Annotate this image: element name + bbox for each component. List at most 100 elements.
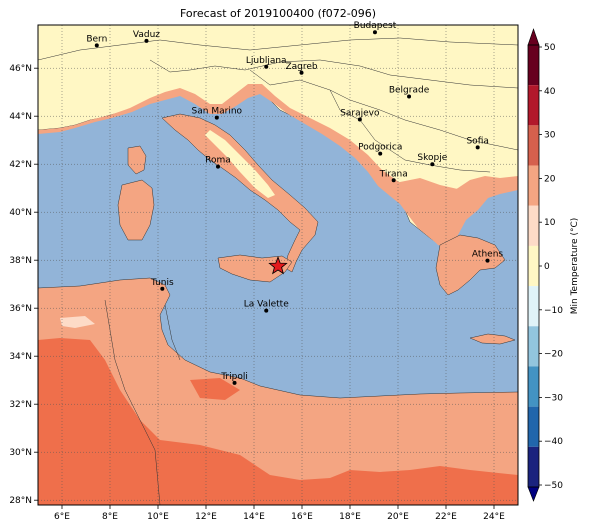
city-label: Vaduz (133, 30, 160, 40)
colorbar-segment (528, 45, 539, 86)
map-frame (37, 24, 519, 506)
city-label: Athens (472, 250, 503, 260)
city-dot (407, 94, 412, 99)
italy-peninsula (161, 113, 319, 273)
greece (435, 234, 506, 296)
colorbar: 50 40 30 20 10 0 −10 −20 −30 −40 −50 (527, 28, 563, 502)
city-dot (214, 115, 219, 120)
city-label: Sarajevo (340, 109, 380, 119)
colorbar-segment (528, 286, 539, 327)
colorbar-min-arrow (527, 486, 540, 502)
colorbar-label: Min Temperature (°C) (570, 218, 580, 315)
y-tick-label: 46°N (9, 64, 32, 74)
colorbar-segment (528, 446, 539, 487)
country-borders-europe (38, 37, 518, 173)
city-dot (372, 30, 377, 35)
city-label: Tirana (379, 169, 408, 179)
x-tick-label: 22°E (435, 512, 457, 522)
city-label: Belgrade (389, 86, 430, 96)
map-grid (38, 25, 518, 505)
city-dot (160, 286, 165, 291)
x-tick-label: 10°E (147, 512, 169, 522)
map-title: Forecast of 2019100400 (f072-096) (179, 7, 377, 20)
city-label: Tripoli (220, 372, 248, 382)
colorbar-max-arrow (527, 28, 540, 46)
colorbar-tick-label: 20 (544, 174, 556, 184)
colorbar-segment (528, 85, 539, 126)
colorbar-segment (528, 366, 539, 407)
sardinia (117, 179, 155, 241)
colorbar-tick-label: −30 (544, 393, 563, 403)
city-dot (232, 380, 237, 385)
balkans-warm (395, 178, 470, 248)
city-dot (430, 162, 435, 167)
africa-hot-area-2 (190, 378, 240, 400)
x-tick-label: 8°E (102, 512, 118, 522)
colorbar-tick-label: −40 (544, 437, 563, 447)
x-tick-label: 24°E (483, 512, 505, 522)
city-label: San Marino (192, 107, 243, 117)
city-dot (378, 151, 383, 156)
city-label: Budapest (354, 21, 397, 31)
colorbar-tick-label: 50 (544, 43, 556, 53)
country-border-africa (104, 299, 181, 505)
colorbar-tick-label: −50 (544, 481, 563, 491)
y-tick-label: 28°N (9, 496, 32, 506)
corsica (127, 145, 147, 175)
y-tick-label: 32°N (9, 400, 32, 410)
colorbar-segment (528, 406, 539, 447)
colorbar-tick-label: −20 (544, 350, 563, 360)
colorbar-segment (528, 205, 539, 246)
crete (469, 333, 516, 345)
colorbar-segment (528, 326, 539, 367)
colorbar-segment (528, 125, 539, 166)
colorbar-tick-label: 0 (544, 262, 550, 272)
colorbar-tick-label: −10 (544, 306, 563, 316)
city-dot (485, 258, 490, 263)
y-tick-label: 40°N (9, 208, 32, 218)
colorbar-tick-label: 40 (544, 87, 556, 97)
y-tick-label: 38°N (9, 256, 32, 266)
x-tick-label: 20°E (387, 512, 409, 522)
colorbar-segment (528, 245, 539, 287)
x-tick-label: 18°E (339, 512, 361, 522)
x-tick-label: 6°E (54, 512, 70, 522)
sicily (217, 254, 293, 283)
city-dot (216, 164, 220, 169)
x-tick-label: 16°E (291, 512, 313, 522)
city-label: La Valette (244, 300, 289, 310)
city-dot (475, 145, 480, 150)
y-tick-label: 36°N (9, 304, 32, 314)
city-label: Skopje (417, 153, 447, 163)
y-tick-label: 44°N (9, 112, 32, 122)
location-marker (268, 256, 288, 275)
colorbar-segment (528, 165, 539, 206)
y-tick-label: 42°N (9, 160, 32, 170)
y-axis-ticks: 28°N 30°N 32°N 34°N 36°N 38°N 40°N 42°N 44°N 46°N (9, 64, 38, 506)
city-dot (299, 70, 304, 75)
city-label: Zagreb (285, 62, 317, 72)
city-label: Tunis (150, 278, 174, 288)
city-dot (391, 178, 396, 183)
city-label: Podgorica (358, 143, 402, 153)
city-label: Sofia (466, 136, 488, 146)
city-dot (264, 64, 269, 69)
y-tick-label: 34°N (9, 352, 32, 362)
city-dot (357, 117, 362, 122)
x-tick-label: 12°E (195, 512, 217, 522)
city-dot (144, 38, 149, 43)
x-axis-ticks: 6°E 8°E 10°E 12°E 14°E 16°E 18°E 20°E 22°E 24°E (54, 505, 505, 522)
city-dot (94, 43, 99, 48)
city-label: Roma (205, 156, 231, 166)
colorbar-tick-label: 10 (544, 218, 556, 228)
star-marker (268, 256, 288, 275)
city-dot (264, 308, 269, 313)
colorbar-tick-label: 30 (544, 131, 556, 141)
x-tick-label: 14°E (243, 512, 265, 522)
y-tick-label: 30°N (9, 448, 32, 458)
city-label: Ljubljana (246, 56, 287, 66)
africa-pale-area (60, 316, 95, 328)
city-label: Bern (86, 34, 107, 44)
